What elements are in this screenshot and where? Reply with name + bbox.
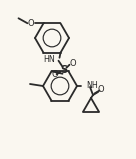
Text: O: O (51, 70, 58, 79)
Text: NH: NH (86, 82, 98, 90)
Text: O: O (98, 86, 104, 94)
Text: HN: HN (44, 55, 55, 64)
Text: O: O (69, 59, 76, 68)
Text: S: S (60, 65, 67, 75)
Text: O: O (27, 19, 34, 28)
